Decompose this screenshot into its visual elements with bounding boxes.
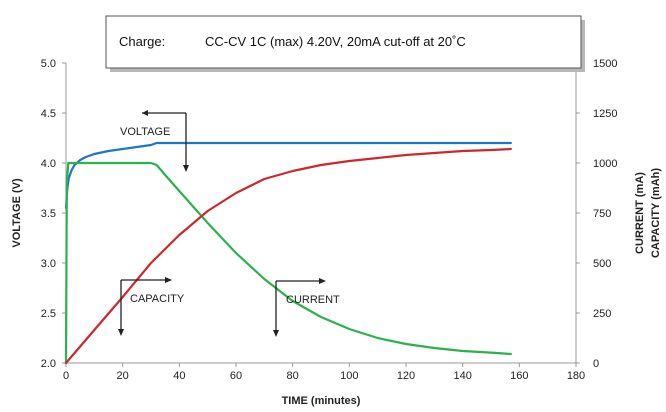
current-down-arrowhead — [273, 330, 279, 337]
x-tick-label: 80 — [287, 370, 299, 382]
capacity-annotation-label: CAPACITY — [130, 293, 185, 305]
x-tick-label: 100 — [340, 370, 358, 382]
y-right-tick-label: 500 — [593, 258, 611, 270]
current-annotation-label: CURRENT — [286, 294, 340, 306]
y-axis-right-title-capacity: CAPACITY (mAh) — [650, 168, 662, 258]
y-left-tick-label: 4.5 — [41, 108, 56, 120]
x-tick-label: 120 — [397, 370, 415, 382]
voltage-annotation-label: VOLTAGE — [120, 126, 170, 138]
y-right-ticks: 0 250 500 750 1000 1250 1500 — [576, 58, 617, 370]
voltage-down-arrowhead — [183, 165, 189, 172]
y-right-tick-label: 250 — [593, 308, 611, 320]
y-right-tick-label: 1250 — [593, 108, 617, 120]
x-tick-label: 140 — [453, 370, 471, 382]
y-left-tick-label: 2.0 — [41, 358, 56, 370]
x-tick-label: 40 — [173, 370, 185, 382]
condition-box-frame — [105, 15, 582, 69]
series-layer — [64, 141, 512, 365]
condition-text: CC-CV 1C (max) 4.20V, 20mA cut-off at 20… — [205, 34, 466, 49]
x-ticks: 0 20 40 60 80 100 120 140 160 180 — [63, 363, 585, 382]
capacity-right-arrowhead — [165, 277, 172, 283]
series-line-voltage — [64, 141, 512, 210]
y-left-tick-label: 5.0 — [41, 58, 56, 70]
voltage-left-arrowhead — [142, 110, 148, 116]
x-axis-title: TIME (minutes) — [282, 395, 361, 407]
y-left-tick-label: 2.5 — [41, 308, 56, 320]
y-axis-left-title: VOLTAGE (V) — [11, 178, 23, 248]
condition-label: Charge: — [119, 34, 165, 49]
y-right-tick-label: 750 — [593, 208, 611, 220]
condition-box: Charge: CC-CV 1C (max) 4.20V, 20mA cut-o… — [105, 15, 585, 72]
x-tick-label: 60 — [230, 370, 242, 382]
x-tick-label: 0 — [63, 370, 69, 382]
x-tick-label: 180 — [567, 370, 585, 382]
current-annotation: CURRENT — [273, 278, 340, 337]
y-right-tick-label: 0 — [593, 358, 599, 370]
y-right-tick-label: 1000 — [593, 158, 617, 170]
y-left-tick-label: 3.5 — [41, 208, 56, 220]
series-line-capacity — [64, 147, 512, 365]
y-right-tick-label: 1500 — [593, 58, 617, 70]
capacity-annotation: CAPACITY — [118, 277, 185, 336]
y-axis-right-title-current: CURRENT (mA) — [634, 172, 646, 254]
series-line-current — [64, 161, 512, 365]
voltage-annotation: VOLTAGE — [120, 110, 189, 172]
y-left-ticks: 2.0 2.5 3.0 3.5 4.0 4.5 5.0 — [41, 58, 66, 370]
y-left-tick-label: 3.0 — [41, 258, 56, 270]
x-tick-label: 160 — [510, 370, 528, 382]
y-left-tick-label: 4.0 — [41, 158, 56, 170]
x-tick-label: 20 — [117, 370, 129, 382]
current-right-arrowhead — [319, 278, 326, 284]
capacity-down-arrowhead — [118, 329, 124, 336]
